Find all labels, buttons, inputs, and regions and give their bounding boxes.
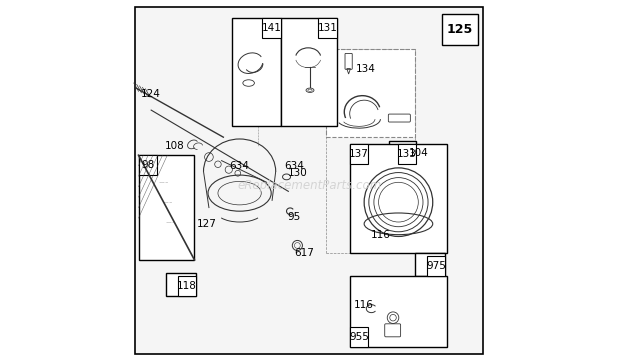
Text: 134: 134 (356, 64, 376, 74)
Text: 116: 116 (354, 300, 374, 310)
Bar (350, 144, 368, 164)
Text: 98: 98 (141, 160, 154, 170)
Text: 634: 634 (284, 161, 304, 171)
Text: 125: 125 (446, 23, 473, 36)
Bar (442, 14, 478, 45)
Text: 95: 95 (287, 212, 300, 222)
Text: 116: 116 (371, 230, 391, 240)
Bar (166, 273, 197, 296)
Bar (415, 253, 445, 276)
Bar (318, 18, 337, 38)
Text: 127: 127 (197, 219, 217, 229)
Text: 104: 104 (409, 148, 428, 158)
Text: 141: 141 (262, 23, 281, 33)
Bar (397, 144, 417, 164)
Text: 975: 975 (426, 261, 446, 271)
Bar (389, 141, 417, 164)
Text: 137: 137 (349, 149, 369, 159)
Bar (427, 256, 445, 276)
Text: 133: 133 (397, 149, 417, 159)
Bar (138, 155, 195, 260)
Text: ~~~: ~~~ (166, 221, 176, 225)
Text: 124: 124 (141, 89, 161, 99)
Text: 118: 118 (177, 281, 197, 291)
Bar (138, 155, 157, 175)
Bar (350, 327, 368, 347)
Text: ~~~: ~~~ (162, 201, 172, 205)
Bar (177, 276, 197, 296)
Text: 955: 955 (349, 332, 369, 342)
Bar (326, 49, 415, 137)
Text: 130: 130 (288, 168, 308, 178)
Text: 131: 131 (318, 23, 338, 33)
Text: ~~~: ~~~ (159, 182, 169, 186)
Text: 634: 634 (229, 161, 249, 171)
Bar (232, 18, 281, 126)
Text: eReplacementParts.com: eReplacementParts.com (238, 179, 382, 192)
Bar (350, 276, 447, 347)
Bar (281, 18, 337, 126)
Text: 617: 617 (294, 248, 314, 258)
Bar (350, 144, 447, 253)
Text: 108: 108 (165, 141, 185, 151)
Bar (262, 18, 281, 38)
